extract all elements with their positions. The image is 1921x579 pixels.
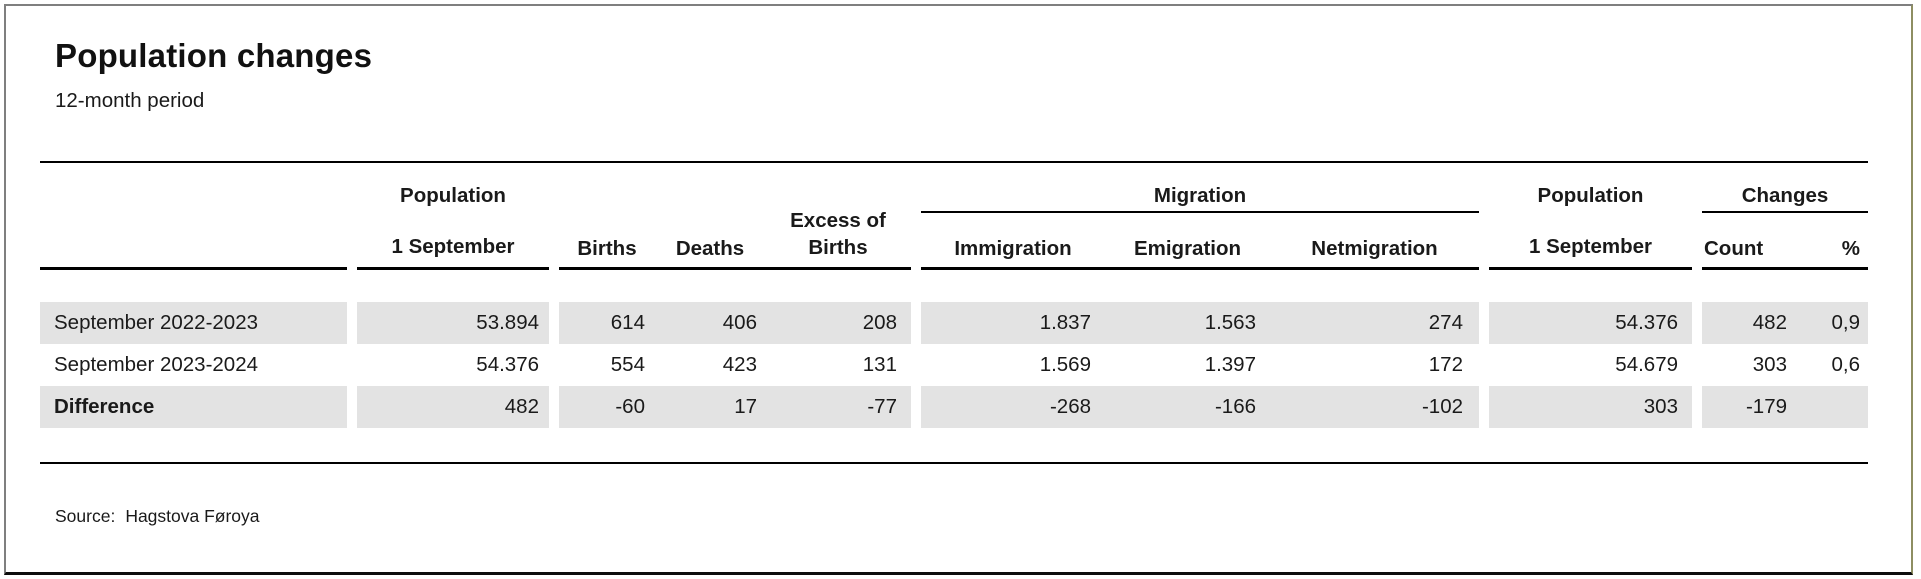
cell-excess: 208 <box>862 311 897 334</box>
cell-pop1: 53.894 <box>357 302 549 344</box>
cell-immigration: -268 <box>1049 395 1091 418</box>
cell-excess: 131 <box>862 353 897 376</box>
group-header-migration: Migration <box>921 163 1479 213</box>
header-segment-population-second: Population 1 September <box>1489 163 1692 270</box>
cell-percent <box>1795 386 1868 428</box>
table-body: September 2022-2023 53.894 614 406 208 1… <box>40 302 1868 428</box>
cell-netmigration: -102 <box>1421 395 1463 418</box>
cell-immigration: 1.569 <box>1039 353 1091 376</box>
cell-deaths: 423 <box>722 353 757 376</box>
group-header-population-second: Population <box>1537 184 1644 207</box>
header-segment-population-first: Population 1 September <box>357 163 549 270</box>
group-header-changes: Changes <box>1702 163 1868 213</box>
cell-percent: 0,9 <box>1831 311 1861 334</box>
col-header-immigration: Immigration <box>954 237 1072 260</box>
source-line: Source: Hagstova Føroya <box>55 506 1868 527</box>
cell-pop2: 303 <box>1489 386 1692 428</box>
header-segment-changes: Changes Count % <box>1702 163 1868 270</box>
cell-excess: -77 <box>867 395 897 418</box>
table-header: Population 1 September Births Deaths Exc… <box>40 161 1868 270</box>
cell-count: -179 <box>1745 395 1787 418</box>
row-label: September 2023-2024 <box>54 353 259 376</box>
table-row-2023-2024: September 2023-2024 54.376 554 423 131 1… <box>40 344 1868 386</box>
col-header-excess-of-births: Excess of Births <box>790 209 886 259</box>
population-table: Population 1 September Births Deaths Exc… <box>40 161 1868 464</box>
header-segment-label <box>40 163 347 270</box>
cell-count: 482 <box>1752 311 1787 334</box>
cell-percent: 0,6 <box>1831 353 1861 376</box>
page-subtitle: 12-month period <box>55 89 205 112</box>
col-header-netmigration: Netmigration <box>1311 237 1438 260</box>
cell-pop2: 54.376 <box>1489 302 1692 344</box>
col-header-percent: % <box>1841 237 1860 260</box>
cell-immigration: 1.837 <box>1039 311 1091 334</box>
source-label: Source: <box>55 506 116 526</box>
col-header-emigration: Emigration <box>1133 237 1242 260</box>
cell-emigration: 1.563 <box>1204 311 1256 334</box>
cell-births: 554 <box>610 353 645 376</box>
group-header-population-first: Population <box>400 184 506 207</box>
cell-pop2: 54.679 <box>1615 353 1678 376</box>
cell-netmigration: 274 <box>1428 311 1463 334</box>
table-row-difference: Difference 482 -60 17 -77 -268 -166 -102 <box>40 386 1868 428</box>
page-title: Population changes <box>55 37 373 74</box>
col-header-births: Births <box>577 237 637 260</box>
content: Population changes 12-month period Popul… <box>40 36 1868 527</box>
col-header-deaths: Deaths <box>675 237 745 260</box>
table-row-2022-2023: September 2022-2023 53.894 614 406 208 1… <box>40 302 1868 344</box>
row-label: September 2022-2023 <box>40 302 347 344</box>
cell-pop1: 54.376 <box>476 353 539 376</box>
cell-deaths: 406 <box>722 311 757 334</box>
col-header-count: Count <box>1704 237 1764 260</box>
row-label: Difference <box>40 386 347 428</box>
cell-count: 303 <box>1752 353 1787 376</box>
cell-emigration: 1.397 <box>1204 353 1256 376</box>
header-segment-vital: Births Deaths Excess of Births <box>559 163 911 270</box>
cell-emigration: -166 <box>1214 395 1256 418</box>
cell-pop1: 482 <box>357 386 549 428</box>
header-segment-migration: Migration Immigration Emigration Netmigr… <box>921 163 1479 270</box>
cell-deaths: 17 <box>734 395 757 418</box>
col-header-pop2: 1 September <box>1528 235 1653 258</box>
cell-births: 614 <box>610 311 645 334</box>
col-header-pop1: 1 September <box>391 235 515 258</box>
source-text: Hagstova Føroya <box>125 506 260 526</box>
cell-births: -60 <box>615 395 645 418</box>
cell-netmigration: 172 <box>1428 353 1463 376</box>
table-bottom-rule <box>40 462 1868 464</box>
